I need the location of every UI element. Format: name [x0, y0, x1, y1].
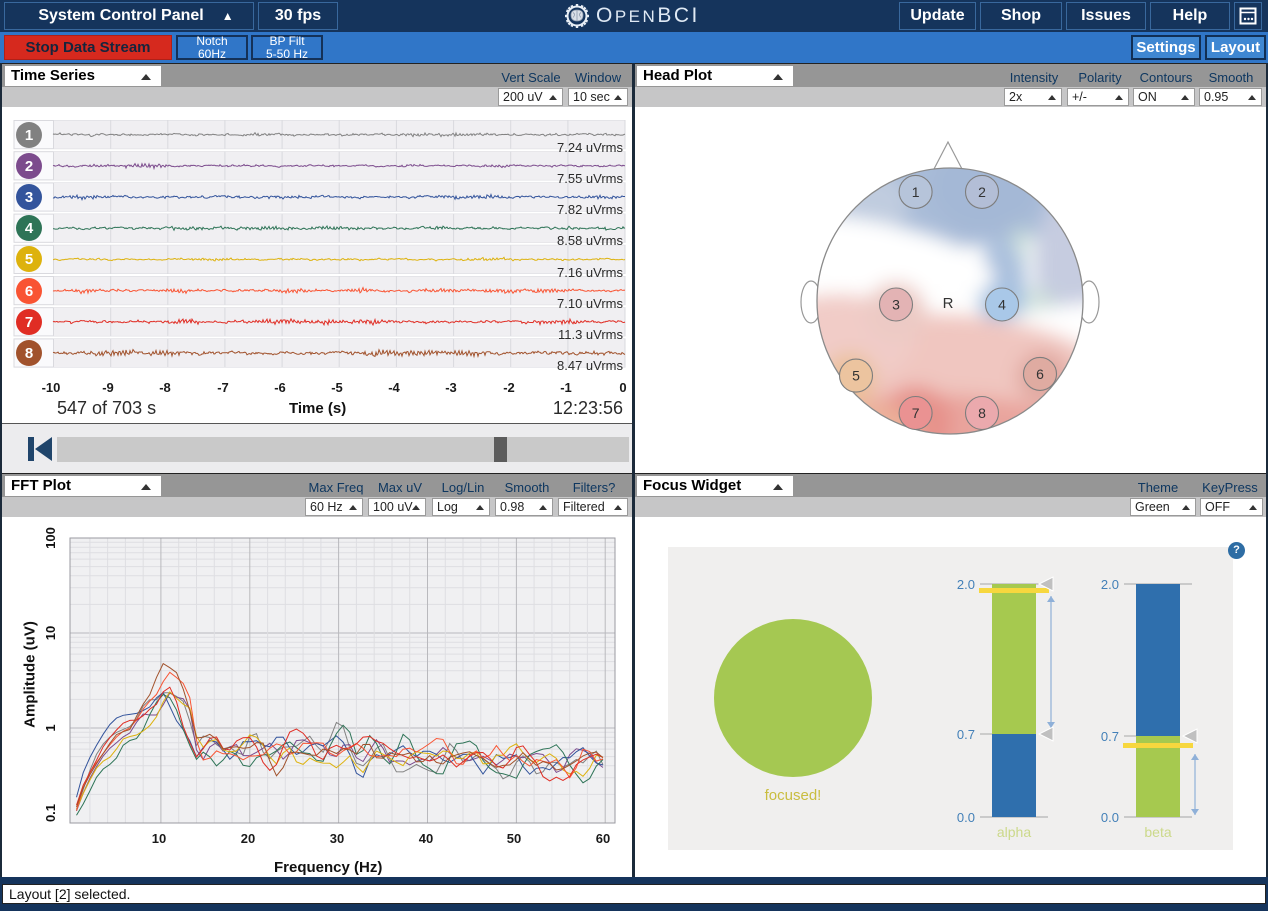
svg-text:R: R: [943, 295, 954, 312]
svg-text:alpha: alpha: [997, 824, 1031, 840]
svg-text:8: 8: [978, 405, 986, 421]
svg-text:5: 5: [852, 368, 860, 384]
svg-text:7: 7: [912, 405, 920, 421]
svg-text:3: 3: [892, 297, 900, 313]
svg-text:0.0: 0.0: [957, 810, 975, 825]
svg-text:0.7: 0.7: [957, 727, 975, 742]
svg-text:6: 6: [1036, 366, 1044, 382]
svg-text:2.0: 2.0: [957, 577, 975, 592]
svg-text:0.0: 0.0: [1101, 810, 1119, 825]
svg-text:1: 1: [912, 184, 920, 200]
svg-text:2.0: 2.0: [1101, 577, 1119, 592]
svg-text:beta: beta: [1144, 824, 1171, 840]
svg-text:2: 2: [978, 184, 986, 200]
svg-text:4: 4: [998, 297, 1006, 313]
svg-text:0.7: 0.7: [1101, 729, 1119, 744]
